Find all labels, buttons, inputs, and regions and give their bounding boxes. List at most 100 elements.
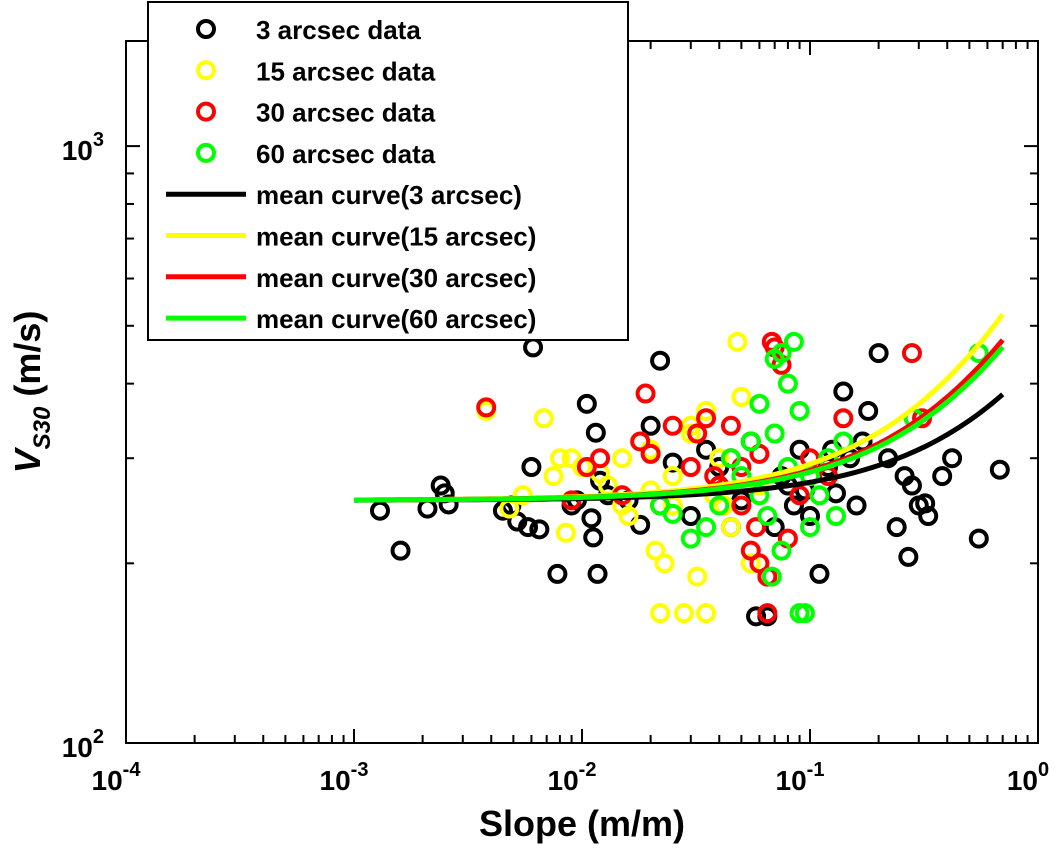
legend-label: mean curve(3 arcsec) [256, 180, 522, 210]
data-point [789, 485, 810, 506]
data-point [777, 373, 798, 394]
data-point [709, 495, 730, 516]
y-tick-label: 103 [62, 129, 104, 166]
data-point [915, 493, 936, 514]
data-point [645, 540, 666, 561]
data-point [512, 485, 533, 506]
data-point [833, 381, 854, 402]
data-point [576, 456, 597, 477]
data-point [749, 393, 770, 414]
data-point [932, 466, 953, 487]
data-point [989, 459, 1010, 480]
data-point [680, 423, 701, 444]
data-point [612, 448, 633, 469]
data-point [720, 415, 741, 436]
data-point [547, 563, 568, 584]
data-point [640, 415, 661, 436]
data-point [696, 408, 717, 429]
y-axis-label: VS30 (m/s) [7, 311, 56, 474]
data-point [731, 386, 752, 407]
data-point [825, 506, 846, 527]
data-point [654, 553, 675, 574]
x-tick-label: 100 [1007, 759, 1049, 796]
data-point [858, 400, 879, 421]
data-point [696, 517, 717, 538]
data-point [696, 603, 717, 624]
data-point [771, 343, 792, 364]
data-point [740, 431, 761, 452]
data-point [771, 540, 792, 561]
legend-box [147, 1, 629, 341]
data-point [968, 528, 989, 549]
data-point [476, 397, 497, 418]
mean-curves [353, 312, 1005, 503]
x-axis-label: Slope (m/m) [479, 803, 685, 844]
data-point [727, 331, 748, 352]
legend-label: 15 arcsec data [256, 56, 436, 86]
legend-marker [196, 101, 216, 122]
data-point [901, 475, 922, 496]
mean-curve-line [354, 345, 1005, 503]
data-point [901, 343, 922, 364]
legend-label: 60 arcsec data [256, 139, 436, 169]
legend-marker [196, 19, 216, 39]
x-tick-label: 10-4 [92, 759, 142, 796]
data-point [757, 603, 778, 624]
data-point [942, 448, 963, 469]
data-point [662, 452, 683, 473]
data-point [662, 503, 683, 524]
legend-label: mean curve(30 arcsec) [256, 263, 536, 293]
data-point [521, 456, 542, 477]
data-point [390, 540, 411, 561]
data-point [687, 566, 708, 587]
data-point [650, 350, 671, 371]
data-point [662, 415, 683, 436]
data-point [369, 500, 390, 521]
data-point [783, 331, 804, 352]
data-point [581, 508, 602, 529]
data-point [800, 517, 820, 538]
data-point [800, 506, 820, 527]
y-axis-label-sub: S30 [29, 406, 56, 449]
data-point [518, 517, 539, 538]
data-point [529, 519, 550, 540]
data-point [746, 517, 767, 538]
data-point [731, 495, 752, 516]
data-point [789, 400, 810, 421]
y-axis-label-main: V [7, 446, 48, 473]
legend-label: mean curve(60 arcsec) [256, 304, 536, 334]
legend-marker [196, 60, 216, 81]
data-point [809, 485, 830, 506]
data-point [696, 400, 717, 421]
data-point [757, 506, 778, 527]
data-point [868, 343, 889, 364]
data-point [549, 448, 570, 469]
y-tick-labels: 102 103 [62, 129, 104, 763]
data-point [635, 383, 656, 404]
legend-marker [196, 142, 216, 163]
y-axis-label-unit: (m/s) [7, 311, 48, 407]
x-tick-label: 10-1 [776, 759, 825, 796]
legend-label: 30 arcsec data [256, 98, 436, 128]
data-point [680, 506, 701, 527]
data-point [846, 495, 867, 516]
x-tick-label: 10-3 [320, 759, 369, 796]
legend-label: 3 arcsec data [256, 15, 421, 45]
data-point [543, 466, 564, 487]
legend-label: mean curve(15 arcsec) [256, 222, 536, 252]
data-point [587, 563, 608, 584]
data-point [720, 517, 741, 538]
data-point [680, 456, 701, 477]
y-tick-label: 102 [62, 726, 104, 763]
data-point [673, 603, 694, 624]
x-tick-label: 10-2 [548, 759, 597, 796]
data-point [630, 431, 651, 452]
data-point [794, 603, 815, 624]
data-point [833, 408, 854, 429]
data-point [583, 527, 604, 548]
data-point [640, 443, 661, 464]
axis-ticks [125, 41, 1038, 744]
data-point [764, 423, 785, 444]
data-point [720, 448, 741, 469]
